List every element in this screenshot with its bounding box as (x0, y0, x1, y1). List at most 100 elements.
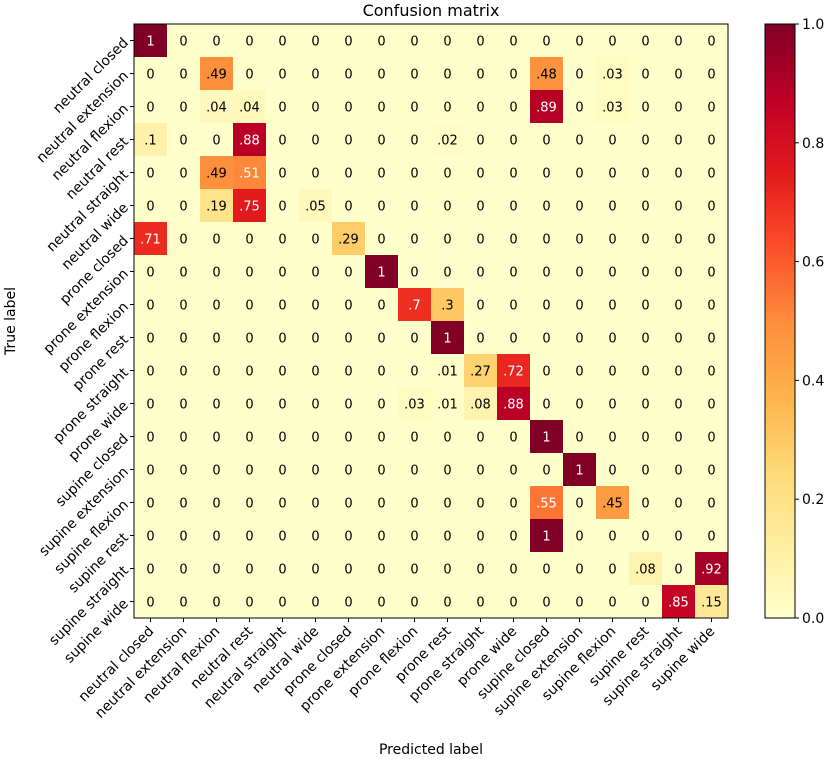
cell-value-label: .1 (144, 134, 156, 149)
matrix-cell (365, 453, 399, 487)
cell-value-label: 0 (575, 266, 583, 281)
matrix-cell (596, 585, 630, 619)
cell-value-label: 0 (245, 563, 253, 578)
cell-value-label: 0 (608, 365, 616, 380)
matrix-cell (629, 585, 663, 619)
matrix-cell (299, 486, 333, 520)
cell-value-label: 0 (179, 530, 187, 545)
matrix-cell (365, 387, 399, 421)
matrix-cell (629, 288, 663, 322)
matrix-cell (200, 123, 234, 157)
matrix-cell (563, 189, 597, 223)
x-axis-label: Predicted label (379, 742, 483, 758)
cell-value-label: 1 (542, 530, 550, 545)
colorbar-tick-label: 0.2 (802, 492, 824, 508)
matrix-cell (431, 24, 465, 58)
matrix-cell (365, 123, 399, 157)
cell-value-label: 0 (278, 596, 286, 611)
matrix-cell (200, 24, 234, 58)
cell-value-label: 0 (377, 365, 385, 380)
matrix-cell (200, 156, 234, 190)
matrix-cell (200, 189, 234, 223)
cell-value-label: 0 (377, 464, 385, 479)
matrix-cell (266, 189, 300, 223)
cell-value-label: 0 (146, 563, 154, 578)
matrix-cell (464, 255, 498, 289)
matrix-cell (365, 189, 399, 223)
matrix-cell (596, 123, 630, 157)
cell-value-label: 0 (443, 464, 451, 479)
cell-value-label: 0 (344, 266, 352, 281)
cell-value-label: 0 (410, 530, 418, 545)
cell-value-label: 0 (410, 332, 418, 347)
cell-value-label: 0 (146, 299, 154, 314)
cell-value-label: 0 (311, 431, 319, 446)
cell-value-label: 0 (179, 134, 187, 149)
cell-value-label: 0 (410, 167, 418, 182)
matrix-cell (332, 486, 366, 520)
matrix-cell (629, 420, 663, 454)
matrix-cell (497, 387, 531, 421)
cell-value-label: .08 (470, 398, 491, 413)
cell-value-label: .92 (701, 563, 722, 578)
cell-value-label: 0 (443, 200, 451, 215)
cell-value-label: 0 (278, 35, 286, 50)
cell-value-label: 0 (641, 35, 649, 50)
cell-value-label: 0 (278, 365, 286, 380)
cell-value-label: 0 (344, 68, 352, 83)
matrix-cell (563, 90, 597, 124)
cell-value-label: 0 (542, 167, 550, 182)
matrix-cell (134, 189, 168, 223)
matrix-cell (167, 321, 201, 355)
matrix-cell (332, 222, 366, 256)
matrix-cell (200, 552, 234, 586)
matrix-cell (695, 123, 729, 157)
cell-value-label: 0 (707, 266, 715, 281)
matrix-cell (431, 222, 465, 256)
cell-value-label: .49 (206, 68, 227, 83)
cell-value-label: .71 (140, 233, 161, 248)
cell-value-label: 0 (245, 266, 253, 281)
matrix-cell (629, 387, 663, 421)
cell-value-label: 0 (707, 101, 715, 116)
matrix-cell (266, 453, 300, 487)
cell-value-label: 0 (212, 365, 220, 380)
matrix-cell (629, 486, 663, 520)
cell-value-label: .49 (206, 167, 227, 182)
matrix-cell (299, 288, 333, 322)
cell-value-label: 0 (410, 101, 418, 116)
matrix-cell (332, 354, 366, 388)
cell-value-label: 0 (608, 233, 616, 248)
matrix-cell (629, 453, 663, 487)
cell-value-label: 0 (344, 596, 352, 611)
cell-value-label: 0 (344, 365, 352, 380)
cell-value-label: 0 (476, 233, 484, 248)
matrix-cell (167, 222, 201, 256)
matrix-cell (596, 189, 630, 223)
cell-value-label: 0 (476, 167, 484, 182)
matrix-cell (134, 288, 168, 322)
cell-value-label: 0 (509, 596, 517, 611)
cell-value-label: 0 (443, 563, 451, 578)
cell-value-label: 0 (575, 563, 583, 578)
cell-value-label: 0 (278, 266, 286, 281)
matrix-cell (200, 222, 234, 256)
cell-value-label: 0 (542, 35, 550, 50)
matrix-cell (266, 387, 300, 421)
cell-value-label: 0 (707, 497, 715, 512)
cell-value-label: 0 (344, 35, 352, 50)
matrix-cell (431, 354, 465, 388)
cell-value-label: 0 (641, 365, 649, 380)
cell-value-label: 0 (476, 200, 484, 215)
cell-value-label: 0 (146, 365, 154, 380)
cell-value-label: 0 (707, 35, 715, 50)
cell-value-label: 0 (608, 299, 616, 314)
cell-value-label: 0 (443, 68, 451, 83)
matrix-cell (497, 420, 531, 454)
matrix-cell (134, 453, 168, 487)
matrix-cell (200, 57, 234, 91)
cell-value-label: 0 (608, 431, 616, 446)
matrix-cell (398, 519, 432, 553)
cell-value-label: .85 (668, 596, 689, 611)
matrix-cell (299, 222, 333, 256)
